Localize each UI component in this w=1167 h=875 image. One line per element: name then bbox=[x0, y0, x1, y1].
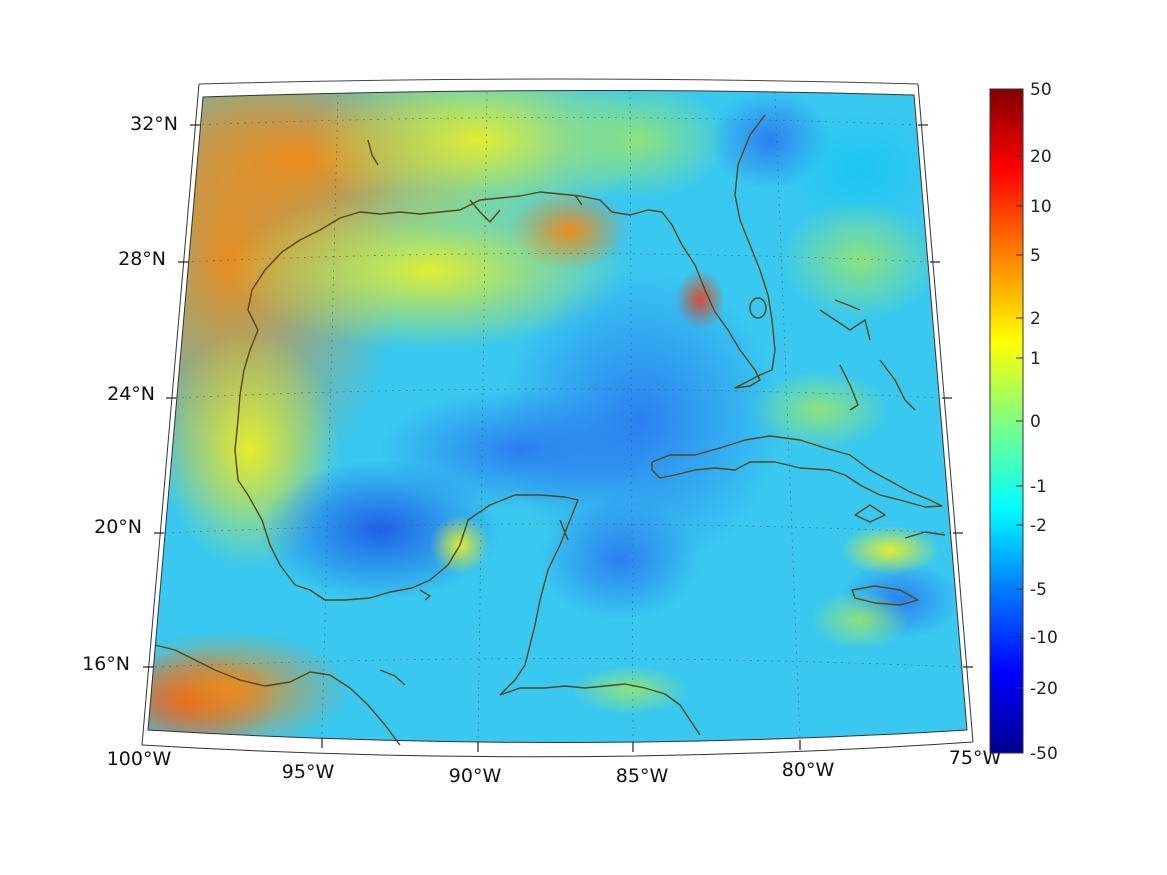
frame-ticks bbox=[143, 124, 973, 752]
coastlines bbox=[154, 114, 946, 746]
lon-labels: 100°W 95°W 90°W 85°W 80°W 75°W bbox=[107, 747, 1002, 787]
lon-label-75w: 75°W bbox=[949, 747, 1002, 769]
colorbar-tick-label: 10 bbox=[1030, 197, 1052, 217]
lat-label-32n: 32°N bbox=[130, 113, 178, 135]
colorbar-tick-label: 20 bbox=[1030, 147, 1052, 167]
lon-label-85w: 85°W bbox=[616, 765, 669, 787]
colorbar-tick-label: -20 bbox=[1030, 679, 1058, 699]
colorbar-tick-label: 1 bbox=[1030, 349, 1041, 369]
colorbar-tick-label: -2 bbox=[1030, 516, 1047, 536]
map-field bbox=[148, 90, 967, 743]
colorbar-tick-label: -10 bbox=[1030, 628, 1058, 648]
lat-label-28n: 28°N bbox=[118, 248, 166, 270]
lat-labels: 32°N 28°N 24°N 20°N 16°N bbox=[82, 113, 178, 675]
colorbar-tick-label: 0 bbox=[1030, 412, 1041, 432]
lon-label-95w: 95°W bbox=[282, 761, 335, 783]
lon-label-100w: 100°W bbox=[107, 748, 172, 770]
lat-label-24n: 24°N bbox=[107, 383, 155, 405]
graticule bbox=[154, 89, 963, 746]
lon-label-80w: 80°W bbox=[782, 759, 835, 781]
colorbar-tick-label: 5 bbox=[1030, 246, 1041, 266]
colorbar-tick-label: -50 bbox=[1030, 744, 1058, 764]
colorbar-tick-label: 2 bbox=[1030, 309, 1041, 329]
lat-label-16n: 16°N bbox=[82, 653, 130, 675]
colorbar-tick-label: -1 bbox=[1030, 477, 1047, 497]
lon-label-90w: 90°W bbox=[449, 765, 502, 787]
colorbar-tick-label: -5 bbox=[1030, 580, 1047, 600]
map-frame bbox=[141, 78, 974, 758]
lat-label-20n: 20°N bbox=[94, 516, 142, 538]
colorbar-tick-label: 50 bbox=[1030, 80, 1052, 100]
